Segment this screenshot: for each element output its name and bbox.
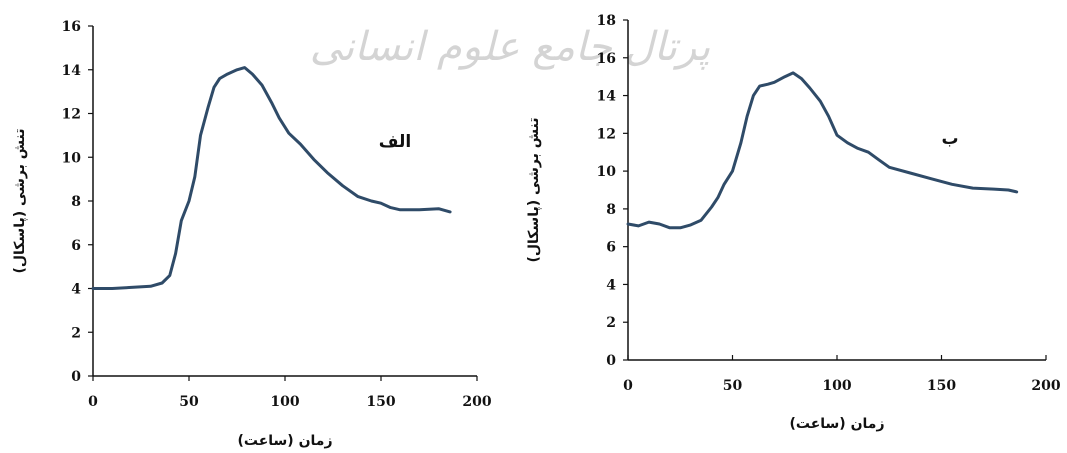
x-tick-label: 100	[270, 394, 299, 410]
x-tick-label: 50	[723, 378, 743, 394]
x-tick-label: 200	[462, 394, 491, 410]
chart-panel-2: 0 2 4 6 8 10 12 14 16 18 0 50 100 150 200 زمان (ساعت) تن…	[526, 13, 1061, 432]
panel-label: الف	[379, 132, 411, 152]
y-tick-label: 8	[71, 194, 81, 210]
y-tick-label: 4	[606, 277, 616, 293]
y-tick-label: 16	[597, 51, 616, 67]
y-tick-label: 0	[606, 353, 616, 369]
y-tick-label: 6	[606, 240, 616, 256]
y-tick-label: 10	[597, 164, 617, 180]
panel-label: ب	[941, 129, 958, 149]
x-tick-label: 50	[179, 394, 199, 410]
y-tick-label: 14	[597, 89, 617, 105]
y-axis-title: تنش برشی (پاسکال)	[526, 117, 542, 262]
series-line	[626, 71, 1019, 230]
y-tick-label: 16	[62, 19, 81, 35]
x-axis-title: زمان (ساعت)	[237, 433, 332, 449]
series-line	[91, 66, 452, 290]
x-tick-label: 150	[366, 394, 395, 410]
chart-panel-1: 0 2 4 6 8 10 12 14 16 0 50 100 150 200 زمان (ساعت) تنش …	[12, 19, 492, 449]
x-tick-label: 100	[822, 378, 851, 394]
y-tick-label: 2	[606, 315, 616, 331]
y-tick-label: 6	[71, 238, 81, 254]
x-tick-label: 200	[1031, 378, 1060, 394]
y-axis-title: تنش برشی (پاسکال)	[12, 128, 28, 273]
y-tick-label: 4	[71, 282, 81, 298]
x-axis-title: زمان (ساعت)	[789, 416, 884, 432]
watermark-text: پرتال جامع علوم انسانی	[310, 24, 711, 70]
y-tick-label: 10	[62, 150, 82, 166]
x-tick-label: 0	[88, 394, 98, 410]
y-tick-label: 8	[606, 202, 616, 218]
y-tick-label: 12	[62, 107, 81, 123]
y-tick-label: 12	[597, 126, 616, 142]
y-tick-label: 0	[71, 369, 81, 385]
y-tick-label: 2	[71, 325, 81, 341]
x-tick-label: 0	[623, 378, 633, 394]
y-tick-label: 14	[62, 63, 82, 79]
y-tick-label: 18	[597, 13, 616, 29]
x-tick-label: 150	[927, 378, 956, 394]
